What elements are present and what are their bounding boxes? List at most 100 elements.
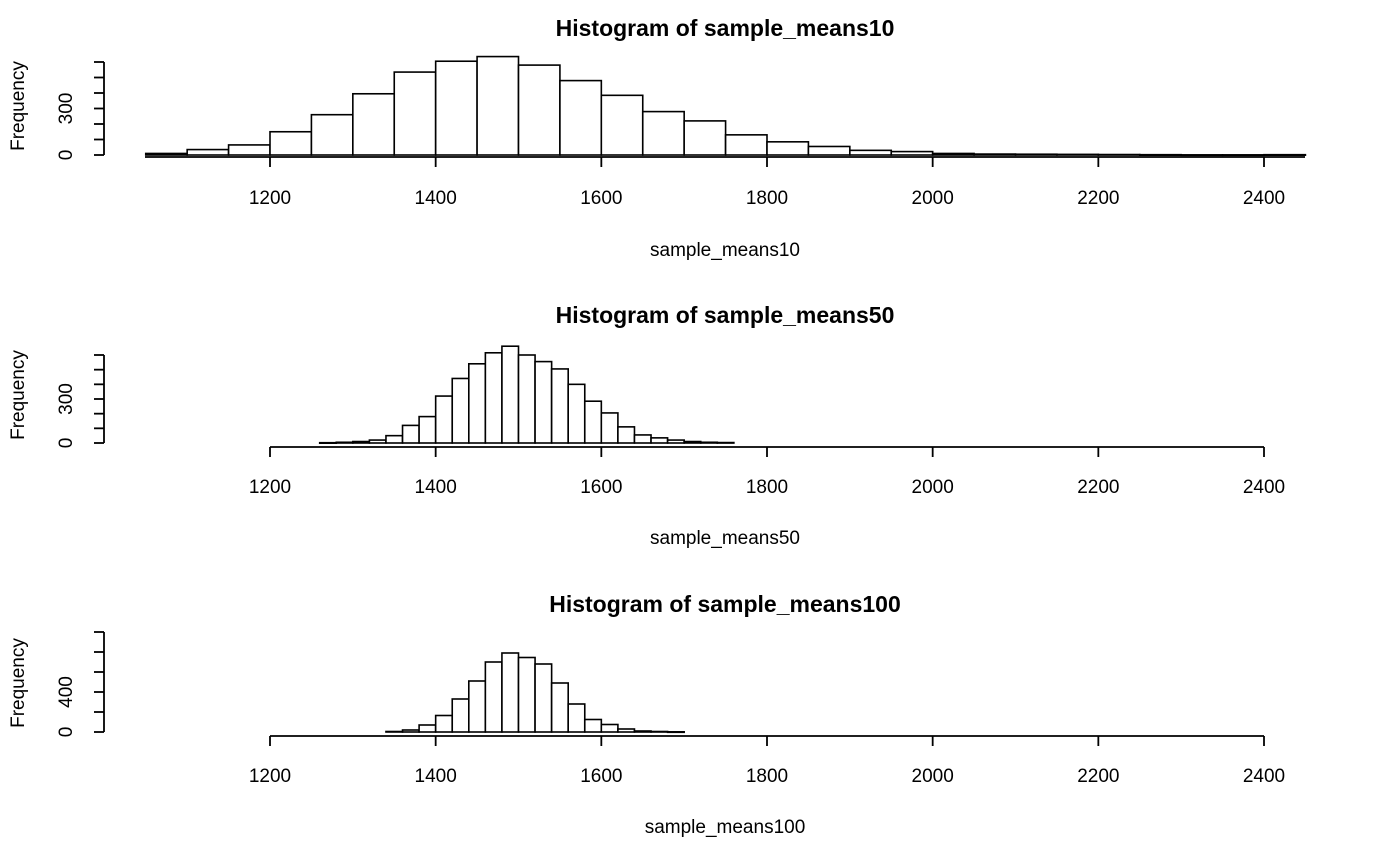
histogram-bar bbox=[716, 441, 735, 444]
x-tick-label: 1600 bbox=[580, 477, 622, 498]
histogram-panel-means50: Histogram of sample_means50 sample_means… bbox=[8, 302, 1285, 549]
x-tick-label: 1400 bbox=[415, 766, 457, 787]
histogram-bar bbox=[641, 110, 685, 156]
y-axis-label: Frequency bbox=[8, 350, 29, 440]
histogram-bar bbox=[451, 698, 470, 733]
histogram-bar bbox=[393, 71, 437, 156]
histogram-bar bbox=[517, 656, 536, 733]
x-tick-label: 1400 bbox=[415, 188, 457, 209]
histogram-bar bbox=[418, 724, 437, 733]
x-tick-label: 2000 bbox=[912, 188, 954, 209]
x-tick-label: 2200 bbox=[1077, 477, 1119, 498]
histogram-bar bbox=[434, 714, 454, 733]
histogram-bar bbox=[1056, 153, 1100, 156]
y-tick-label: 300 bbox=[56, 383, 77, 415]
histogram-bar bbox=[550, 368, 570, 444]
histogram-bar bbox=[724, 134, 768, 156]
histogram-bar bbox=[368, 439, 387, 444]
y-axis: 0 300 bbox=[56, 61, 105, 160]
x-tick-label: 1200 bbox=[249, 188, 291, 209]
y-axis-label: Frequency bbox=[8, 638, 29, 728]
histogram-bar bbox=[583, 718, 603, 733]
histogram-bar bbox=[401, 729, 420, 733]
histogram-bar bbox=[567, 703, 586, 733]
histogram-bar bbox=[931, 152, 975, 156]
x-axis-label: sample_means50 bbox=[650, 528, 800, 549]
histogram-bar bbox=[683, 440, 702, 444]
chart-title: Histogram of sample_means10 bbox=[556, 15, 895, 41]
histogram-bar bbox=[617, 728, 636, 733]
y-axis-label: Frequency bbox=[8, 61, 29, 151]
y-tick-label: 0 bbox=[56, 438, 77, 449]
histogram-bar bbox=[633, 730, 652, 733]
x-axis: 1200 1400 1600 1800 2000 2200 2400 bbox=[249, 446, 1285, 498]
histogram-bar bbox=[501, 345, 520, 444]
y-tick-label: 0 bbox=[56, 727, 77, 738]
histogram-bar bbox=[583, 400, 603, 444]
x-tick-label: 1200 bbox=[249, 766, 291, 787]
histogram-bar bbox=[484, 351, 503, 444]
histogram-bar bbox=[699, 441, 719, 444]
histogram-bar bbox=[451, 377, 470, 444]
histogram-bar bbox=[1014, 153, 1058, 156]
x-axis: 1200 1400 1600 1800 2000 2200 2400 bbox=[145, 156, 1305, 209]
histogram-bar bbox=[666, 730, 685, 734]
histogram-bar bbox=[534, 360, 553, 444]
x-tick-label: 1600 bbox=[580, 766, 622, 787]
histogram-bar bbox=[683, 120, 727, 156]
histogram-bars bbox=[318, 345, 735, 445]
histogram-bar bbox=[318, 441, 338, 445]
y-tick-label: 400 bbox=[56, 676, 77, 708]
histogram-bar bbox=[434, 60, 478, 156]
histogram-bar bbox=[1097, 153, 1141, 156]
histogram-bar bbox=[633, 434, 652, 444]
x-tick-label: 2400 bbox=[1243, 766, 1285, 787]
y-axis: 0 300 bbox=[56, 354, 105, 449]
chart-title: Histogram of sample_means100 bbox=[549, 591, 901, 617]
histogram-bar bbox=[517, 64, 561, 156]
x-tick-label: 1200 bbox=[249, 477, 291, 498]
histogram-bars bbox=[385, 652, 685, 734]
histogram-bar bbox=[501, 652, 520, 733]
histogram-bar bbox=[186, 148, 230, 156]
histogram-bar bbox=[484, 661, 503, 733]
y-axis: 0 400 bbox=[56, 631, 105, 738]
x-tick-label: 1800 bbox=[746, 188, 788, 209]
histogram-bar bbox=[401, 424, 420, 444]
histogram-bar bbox=[144, 152, 188, 156]
histogram-bar bbox=[766, 141, 810, 156]
x-axis: 1200 1400 1600 1800 2000 2200 2400 bbox=[249, 735, 1285, 787]
histogram-bar bbox=[600, 412, 619, 444]
histogram-bar bbox=[534, 663, 553, 733]
x-tick-label: 2200 bbox=[1077, 766, 1119, 787]
histogram-bar bbox=[890, 150, 934, 156]
histogram-bar bbox=[517, 354, 536, 444]
x-tick-label: 2000 bbox=[912, 766, 954, 787]
histogram-bar bbox=[567, 383, 586, 444]
histogram-bar bbox=[476, 55, 520, 156]
histogram-panel-means100: Histogram of sample_means100 sample_mean… bbox=[8, 591, 1285, 838]
x-tick-label: 2200 bbox=[1077, 188, 1119, 209]
histogram-bar bbox=[352, 92, 396, 156]
histogram-bars bbox=[144, 55, 1307, 157]
histogram-bar bbox=[1180, 154, 1224, 157]
histogram-bar bbox=[666, 439, 685, 444]
x-tick-label: 1600 bbox=[580, 188, 622, 209]
histogram-bar bbox=[1263, 153, 1307, 156]
histogram-bar bbox=[385, 434, 404, 444]
histogram-bar bbox=[973, 153, 1017, 156]
histogram-bar bbox=[559, 79, 603, 156]
x-axis-label: sample_means100 bbox=[645, 817, 806, 838]
x-tick-label: 1800 bbox=[746, 766, 788, 787]
histogram-bar bbox=[310, 113, 354, 156]
histogram-bar bbox=[227, 144, 271, 156]
histogram-bar bbox=[1221, 154, 1265, 157]
histogram-bar bbox=[807, 145, 851, 156]
x-axis-label: sample_means10 bbox=[650, 240, 800, 261]
histogram-bar bbox=[600, 94, 644, 156]
histogram-bar bbox=[849, 149, 893, 156]
x-tick-label: 1800 bbox=[746, 477, 788, 498]
chart-title: Histogram of sample_means50 bbox=[556, 302, 895, 328]
x-tick-label: 1400 bbox=[415, 477, 457, 498]
